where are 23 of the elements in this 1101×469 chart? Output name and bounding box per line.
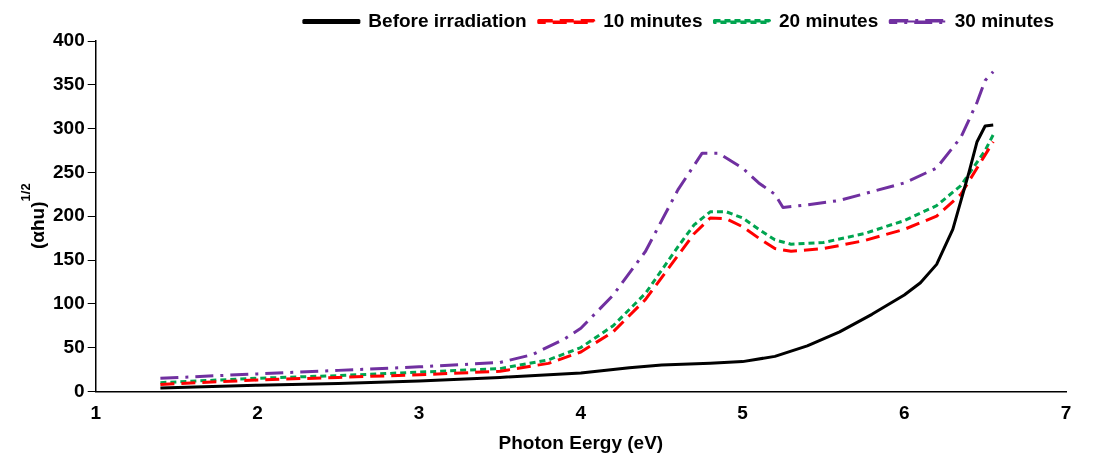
y-tick-label: 150 (53, 248, 85, 270)
y-tick-label: 300 (53, 116, 85, 138)
y-tick-label: 400 (53, 29, 85, 51)
legend-label: 20 minutes (778, 9, 879, 31)
x-tick-label: 5 (737, 402, 749, 424)
y-tick-label: 0 (74, 379, 85, 401)
x-tick-label: 4 (575, 402, 587, 424)
y-tick-label: 100 (53, 292, 85, 314)
y-axis-title: (αhu)1/2 (18, 183, 48, 250)
x-tick-label: 7 (1060, 402, 1072, 424)
legend-label: Before irradiation (368, 9, 527, 31)
x-axis-title: Photon Eergy (eV) (498, 431, 664, 453)
y-tick-label: 200 (53, 204, 85, 226)
y-tick-label: 350 (53, 73, 85, 95)
x-tick-label: 1 (90, 402, 102, 424)
x-tick-label: 3 (413, 402, 425, 424)
legend-label: 10 minutes (603, 9, 703, 31)
x-tick-label: 2 (252, 402, 263, 424)
line-series (158, 70, 995, 380)
y-tick-label: 250 (53, 160, 85, 182)
y-tick-label: 50 (63, 335, 85, 357)
x-tick-label: 6 (898, 402, 910, 424)
legend-label: 30 minutes (954, 9, 1055, 31)
